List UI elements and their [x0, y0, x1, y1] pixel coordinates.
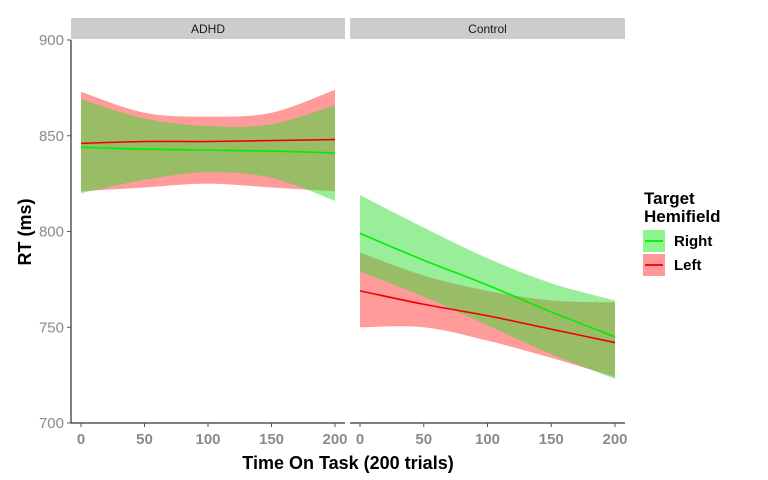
control-left-fit-line [359, 290, 616, 344]
y-tick-label: 850 [39, 128, 64, 145]
legend-items: Right Left [643, 230, 712, 276]
adhd-left-fit-line [80, 138, 336, 145]
strip-label-adhd: ADHD [191, 22, 225, 36]
x-tick-label: 100 [195, 431, 220, 448]
x-axis-title: Time On Task (200 trials) [242, 453, 453, 473]
x-tick-label: 100 [475, 431, 500, 448]
x-tick-label: 200 [322, 431, 347, 448]
legend-item-right: Right [643, 230, 712, 252]
x-tick-label: 0 [77, 431, 85, 448]
facet-strips: ADHD Control [71, 18, 625, 39]
y-tick-label: 800 [39, 224, 64, 241]
strip-label-control: Control [468, 22, 507, 36]
legend-label-left: Left [674, 257, 702, 274]
x-tick-label: 150 [539, 431, 564, 448]
axes: 0 50 100 150 200 0 50 100 150 200 700 750 800 850 900 [39, 32, 628, 448]
control-right-fit-line [359, 232, 616, 338]
y-tick-label: 900 [39, 32, 64, 49]
legend-title-line2: Hemifield [644, 207, 721, 226]
y-tick-label: 700 [39, 415, 64, 432]
x-tick-label: 50 [415, 431, 432, 448]
legend-title-line1: Target [644, 189, 695, 208]
x-tick-label: 200 [602, 431, 627, 448]
x-tick-label: 50 [136, 431, 153, 448]
strip-adhd [71, 18, 345, 39]
y-axis-title: RT (ms) [15, 198, 35, 265]
strip-control [350, 18, 625, 39]
legend-label-right: Right [674, 233, 712, 250]
panel-adhd [80, 89, 336, 201]
legend-item-left: Left [643, 254, 702, 276]
x-tick-label: 150 [259, 431, 284, 448]
x-tick-label: 0 [356, 431, 364, 448]
y-tick-label: 750 [39, 319, 64, 336]
control-right-confidence-band [360, 195, 615, 379]
legend: Target Hemifield Right Left [643, 189, 721, 276]
panel-control [359, 195, 616, 379]
adhd-right-fit-line [80, 146, 336, 154]
chart-panels [80, 89, 616, 379]
